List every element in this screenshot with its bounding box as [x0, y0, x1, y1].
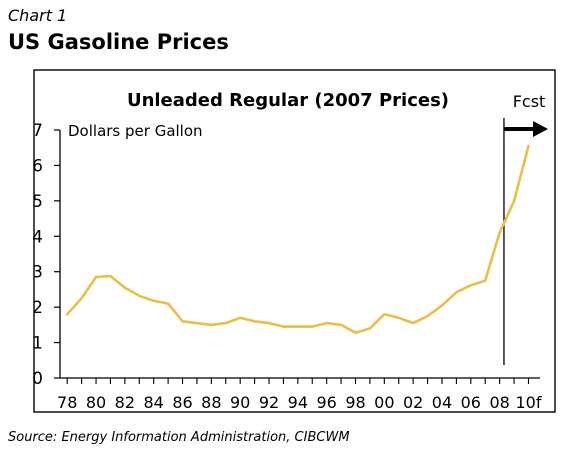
x-tick-label: 06 — [461, 393, 481, 412]
axes — [54, 129, 540, 384]
tick-labels: 0 1 2 3 4 5 6 7 78 80 82 84 86 88 90 92 94 96 98 00 02 04 06 08… — [32, 121, 542, 412]
x-tick-label: 08 — [489, 393, 509, 412]
x-tick-label: 98 — [345, 393, 365, 412]
chart-title: Unleaded Regular (2007 Prices) — [127, 90, 449, 111]
x-tick-label: 90 — [230, 393, 250, 412]
page-title: US Gasoline Prices — [8, 30, 229, 54]
y-tick-label: 5 — [32, 192, 43, 212]
x-tick-label: 86 — [172, 393, 192, 412]
x-tick-label: 84 — [144, 393, 164, 412]
y-tick-label: 3 — [32, 263, 43, 283]
x-tick-label: 94 — [288, 393, 308, 412]
x-tick-label: 80 — [86, 393, 106, 412]
series-layer — [65, 144, 530, 335]
forecast-label: Fcst — [513, 92, 546, 111]
y-tick-label: 2 — [32, 298, 43, 318]
x-tick-label: 00 — [374, 393, 394, 412]
x-tick-label: 88 — [201, 393, 221, 412]
series-line-unleaded-regular — [65, 144, 530, 335]
source-note: Source: Energy Information Administratio… — [8, 430, 350, 445]
x-tick-label: 92 — [259, 393, 279, 412]
y-tick-label: 0 — [32, 369, 43, 389]
forecast-arrow-head — [533, 121, 548, 137]
y-tick-label: 7 — [32, 121, 43, 141]
x-tick-label: 78 — [57, 393, 77, 412]
chart-frame — [33, 69, 556, 413]
y-axis-label: Dollars per Gallon — [68, 122, 203, 140]
x-tick-label: 02 — [403, 393, 423, 412]
x-tick-label: 82 — [115, 393, 135, 412]
x-tick-label: 96 — [316, 393, 336, 412]
x-tick-label: 10f — [515, 393, 541, 412]
x-tick-label: 04 — [432, 393, 452, 412]
forecast-marker — [503, 118, 548, 365]
chart-kicker: Chart 1 — [8, 6, 68, 25]
y-tick-label: 1 — [32, 334, 43, 354]
y-tick-label: 4 — [32, 227, 43, 247]
y-tick-label: 6 — [32, 156, 43, 176]
